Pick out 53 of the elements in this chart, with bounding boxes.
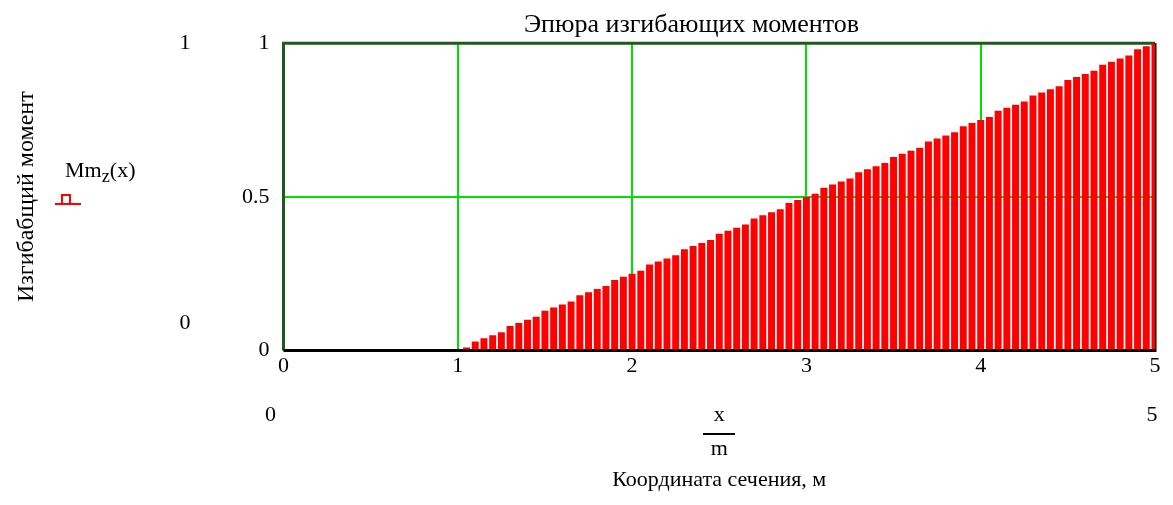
bar xyxy=(558,304,566,350)
bar xyxy=(916,147,924,350)
x-tick-label: 5 xyxy=(1149,351,1161,377)
bar xyxy=(619,276,627,350)
bar xyxy=(733,227,741,350)
x-tick-label: 1 xyxy=(452,351,464,377)
bar xyxy=(707,239,715,350)
text: 0 xyxy=(178,308,192,335)
text: 1 xyxy=(178,29,192,56)
bar xyxy=(672,255,680,350)
bar xyxy=(585,292,593,350)
bar xyxy=(741,224,749,350)
bar xyxy=(646,264,654,350)
bar xyxy=(1038,92,1046,350)
bar xyxy=(985,116,993,350)
bar xyxy=(768,212,776,350)
bar xyxy=(524,319,532,350)
bar xyxy=(1046,89,1054,350)
bar xyxy=(611,279,619,350)
bar xyxy=(680,249,688,350)
x-tick-label: 0 xyxy=(278,351,289,377)
bar xyxy=(463,347,470,350)
x-tick-label: 4 xyxy=(975,351,987,377)
bar xyxy=(855,172,863,350)
text: Mm$_{z}$(x) xyxy=(65,156,136,188)
bar xyxy=(1099,64,1107,350)
bar xyxy=(489,335,497,350)
bar xyxy=(863,169,871,350)
bar xyxy=(1012,104,1020,350)
x-axis-title: Координата сечения, м xyxy=(611,465,828,492)
bar xyxy=(829,184,837,350)
bar xyxy=(794,199,802,350)
bar xyxy=(951,132,959,350)
bar xyxy=(1020,101,1028,350)
bar xyxy=(1073,77,1081,350)
text: 5 xyxy=(1145,400,1159,427)
bar xyxy=(550,307,558,350)
x-tick-label: 3 xyxy=(800,351,812,377)
bar xyxy=(890,156,898,350)
x-tick-label: 2 xyxy=(626,351,638,377)
bar xyxy=(497,332,505,350)
y-tick-label: 0.5 xyxy=(242,182,270,208)
text: Изгибабщий момент xyxy=(11,90,39,305)
text: m xyxy=(709,434,729,461)
bar xyxy=(977,120,985,350)
chart-title: Эпюра изгибающих моментов xyxy=(523,9,860,39)
bar xyxy=(802,196,810,350)
text: x xyxy=(712,400,726,427)
bar xyxy=(1134,49,1142,350)
bar xyxy=(924,141,932,350)
bar xyxy=(1107,61,1115,350)
y-tick-label: 1 xyxy=(258,28,270,54)
bar xyxy=(1081,73,1089,350)
